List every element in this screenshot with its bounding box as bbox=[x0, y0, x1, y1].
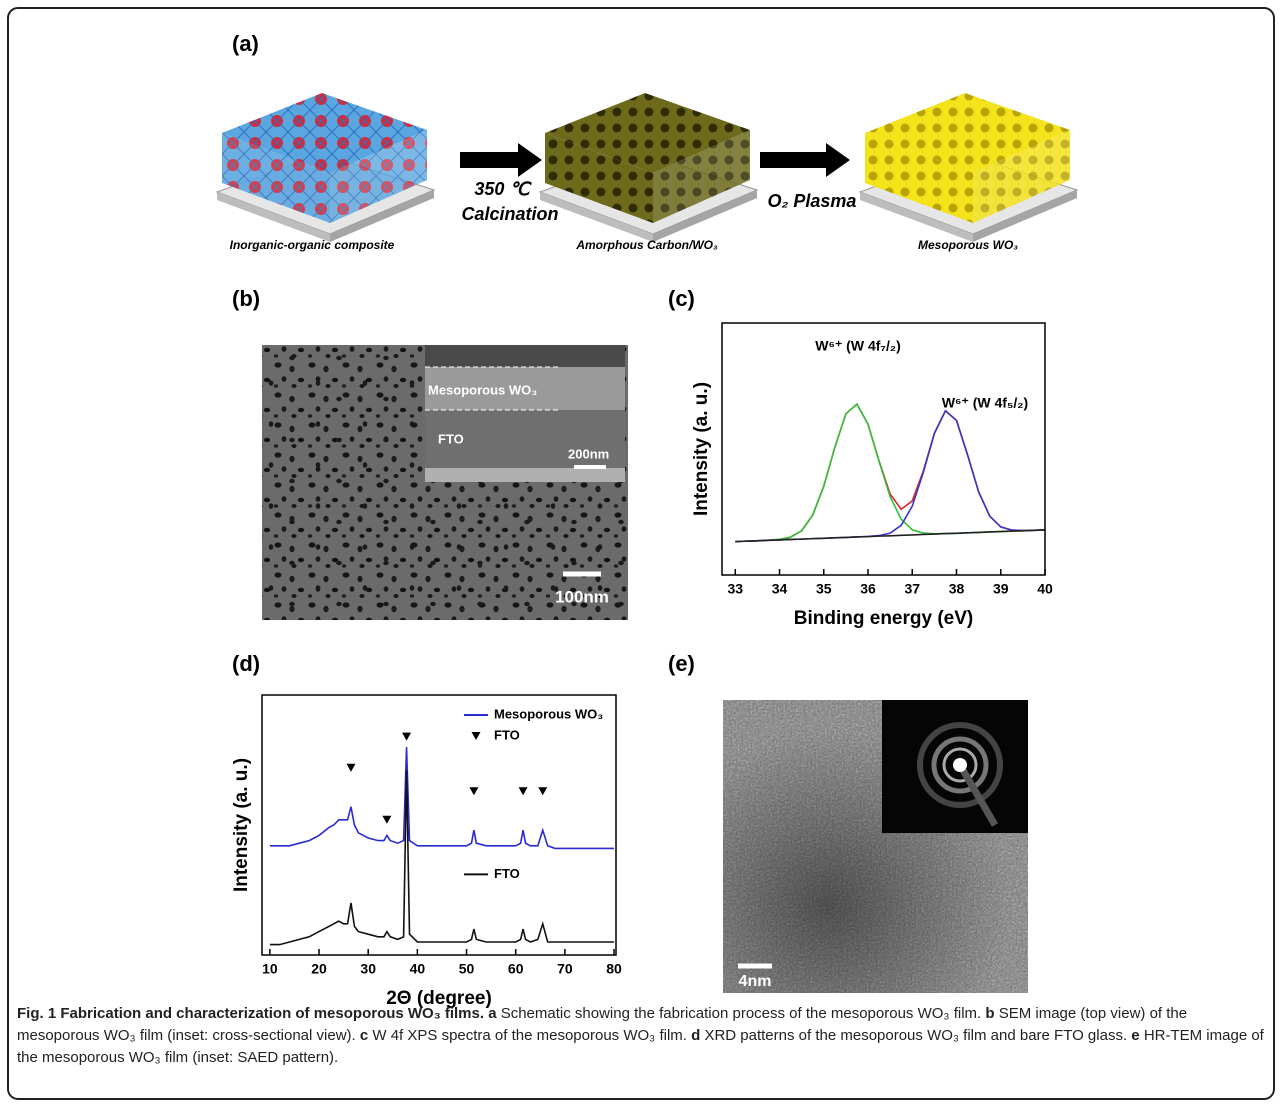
x-tick-label: 20 bbox=[311, 961, 327, 977]
x-tick-label: 50 bbox=[459, 961, 475, 977]
caption-bold: b bbox=[985, 1005, 994, 1022]
panel-label: (e) bbox=[668, 651, 695, 676]
arrow bbox=[760, 143, 850, 177]
caption-bold: a bbox=[488, 1005, 496, 1022]
x-tick-label: 39 bbox=[993, 581, 1009, 597]
y-axis-label: Intensity (a. u.) bbox=[231, 758, 252, 892]
caption-bold: e bbox=[1131, 1027, 1139, 1044]
x-tick-label: 34 bbox=[772, 581, 788, 597]
peak-marker bbox=[469, 787, 478, 795]
figure-page: (a) (b) (c) (d) (e) Inorganic-organic co… bbox=[0, 0, 1282, 1107]
arrow-label: O₂ Plasma bbox=[768, 191, 857, 211]
caption-bold: Fig. 1 Fabrication and characterization … bbox=[17, 1005, 484, 1022]
arrow bbox=[460, 143, 542, 177]
legend-label: Mesoporous WO₃ bbox=[494, 706, 603, 721]
plot-frame bbox=[262, 695, 616, 955]
sem-inset-top bbox=[425, 345, 625, 367]
y-axis-label: Intensity (a. u.) bbox=[691, 382, 712, 516]
peak-marker bbox=[519, 787, 528, 795]
legend-label: FTO bbox=[494, 866, 520, 881]
inset-label: Mesoporous WO₃ bbox=[428, 382, 537, 397]
caption-text: XRD patterns of the mesoporous WO₃ film … bbox=[704, 1027, 1127, 1044]
scale-label: 200nm bbox=[568, 446, 609, 461]
step-label: Mesoporous WO₃ bbox=[918, 238, 1018, 252]
peak-annotation: W⁶⁺ (W 4f₅/₂) bbox=[942, 395, 1028, 411]
figure: (a) (b) (c) (d) (e) Inorganic-organic co… bbox=[0, 0, 1282, 1107]
x-tick-label: 70 bbox=[557, 961, 573, 977]
sem-inset-glass bbox=[425, 468, 625, 482]
x-tick-label: 40 bbox=[410, 961, 426, 977]
x-tick-label: 37 bbox=[904, 581, 920, 597]
series-line bbox=[735, 404, 1045, 542]
page: Fig. 1 {"panel_labels": ["(a)", "(b)", "… bbox=[0, 0, 1282, 1107]
x-tick-label: 35 bbox=[816, 581, 832, 597]
schematic-step bbox=[860, 93, 1077, 242]
x-tick-label: 40 bbox=[1037, 581, 1053, 597]
x-tick-label: 10 bbox=[262, 961, 278, 977]
x-tick-label: 60 bbox=[508, 961, 524, 977]
legend-label: FTO bbox=[494, 727, 520, 742]
step-label: Amorphous Carbon/WO₃ bbox=[575, 238, 718, 252]
panel-label: (b) bbox=[232, 286, 260, 311]
caption: Fig. 1 Fabrication and characterization … bbox=[17, 1003, 1269, 1069]
scale-label: 4nm bbox=[739, 973, 772, 990]
chart: 33 34 35 36 37 38 39 40 Binding energy (eV) Inten… bbox=[691, 323, 1053, 629]
x-tick-label: 38 bbox=[949, 581, 965, 597]
panel-label: (a) bbox=[232, 31, 259, 56]
x-axis-label: Binding energy (eV) bbox=[794, 608, 973, 629]
x-tick-label: 33 bbox=[727, 581, 743, 597]
series-line bbox=[735, 411, 1045, 542]
x-tick-label: 36 bbox=[860, 581, 876, 597]
caption-text: Schematic showing the fabrication proces… bbox=[501, 1005, 981, 1022]
arrow-label: Calcination bbox=[461, 204, 558, 224]
series-line bbox=[735, 404, 1045, 542]
plot-frame bbox=[722, 323, 1045, 575]
caption-text: W 4f XPS spectra of the mesoporous WO₃ f… bbox=[372, 1027, 687, 1044]
peak-marker bbox=[538, 787, 547, 795]
peak-marker bbox=[346, 764, 355, 772]
panel-label: (d) bbox=[232, 651, 260, 676]
series-line bbox=[270, 770, 614, 944]
schematic-step bbox=[217, 93, 434, 242]
peak-marker bbox=[402, 733, 411, 741]
schematic-step bbox=[540, 93, 757, 242]
series-line bbox=[735, 530, 1045, 542]
caption-bold: c bbox=[360, 1027, 368, 1044]
panel-label: (c) bbox=[668, 286, 695, 311]
x-tick-label: 30 bbox=[360, 961, 376, 977]
peak-annotation: W⁶⁺ (W 4f₇/₂) bbox=[815, 338, 901, 354]
scale-label: 100nm bbox=[555, 587, 609, 606]
peak-marker bbox=[382, 816, 391, 824]
x-tick-label: 80 bbox=[606, 961, 622, 977]
arrow-label: 350 ℃ bbox=[474, 179, 532, 199]
caption-bold: d bbox=[691, 1027, 700, 1044]
series-line bbox=[270, 747, 614, 848]
central-spot bbox=[953, 758, 967, 772]
step-label: Inorganic-organic composite bbox=[230, 238, 395, 252]
inset-label: FTO bbox=[438, 431, 464, 446]
legend-marker bbox=[472, 732, 481, 740]
